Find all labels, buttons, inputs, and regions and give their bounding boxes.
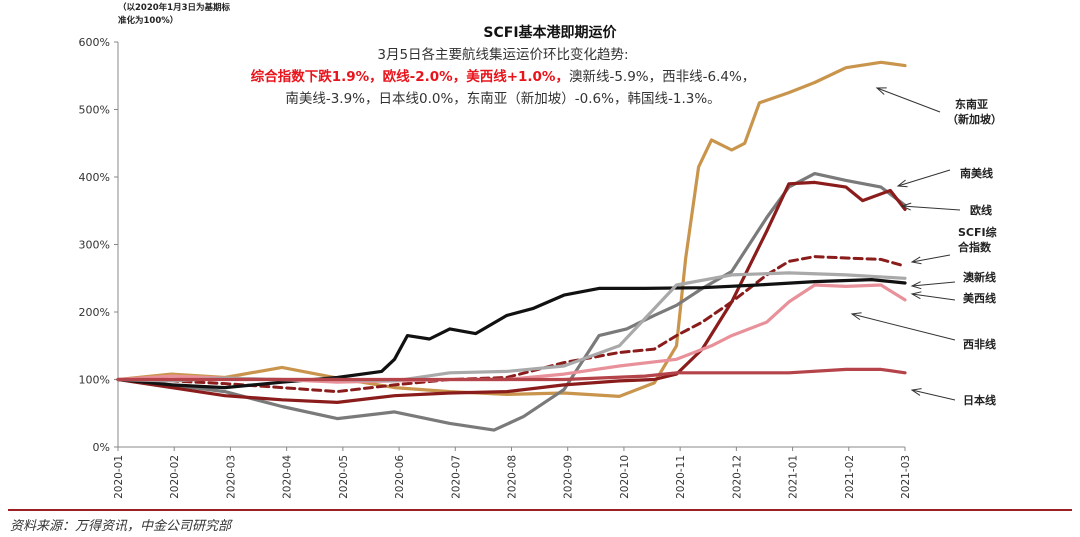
series-label: 西非线 [963, 337, 996, 351]
label-arrowhead [896, 179, 908, 188]
series-line [116, 60, 907, 398]
x-tick-label: 2020-03 [225, 455, 237, 499]
label-arrowhead [850, 312, 862, 321]
x-tick-label: 2020-12 [731, 455, 743, 499]
annotation-highlight: 综合指数下跌1.9%，欧线-2.0%，美西线+1.0%， [250, 69, 569, 85]
annotation-intro: 3月5日各主要航线集运运价环比变化趋势: [377, 47, 629, 63]
series-line [116, 172, 907, 432]
label-arrow [911, 389, 956, 401]
series-line [116, 283, 907, 384]
label-arrow [897, 169, 951, 187]
base-period-note: （以2020年1月3日为基期标准化为100%） [118, 3, 230, 26]
x-tick-label: 2021-02 [844, 455, 856, 499]
x-tick-label: 2020-09 [563, 455, 575, 499]
series-label: SCFI综 [958, 225, 997, 239]
series-label: 澳新线 [963, 270, 996, 284]
series-line [116, 367, 907, 382]
y-tick-label: 300% [79, 239, 110, 252]
x-tick-label: 2021-01 [788, 455, 800, 499]
series-line [116, 255, 907, 394]
series-label: 欧线 [970, 203, 992, 217]
trend-annotation: 3月5日各主要航线集运运价环比变化趋势: 综合指数下跌1.9%，欧线-2.0%，… [248, 44, 758, 110]
label-arrow [876, 87, 941, 113]
label-arrow [911, 293, 956, 301]
y-tick-label: 100% [79, 374, 110, 387]
series-label: 日本线 [963, 393, 996, 407]
label-arrow [911, 281, 956, 287]
label-arrowhead [900, 202, 912, 211]
x-tick-label: 2020-11 [675, 455, 687, 499]
series-line [116, 271, 907, 383]
x-tick-label: 2020-02 [169, 455, 181, 499]
series-label: 美西线 [963, 291, 996, 305]
x-tick-label: 2020-06 [394, 455, 406, 499]
x-tick-label: 2021-03 [900, 455, 912, 499]
x-tick-label: 2020-07 [450, 455, 462, 499]
label-arrow [901, 205, 961, 211]
series-label: 南美线 [960, 166, 993, 180]
y-tick-label: 600% [79, 36, 110, 49]
x-tick-label: 2020-08 [507, 455, 519, 499]
label-arrowhead [910, 281, 922, 290]
series-line [116, 180, 907, 404]
annotation-rest: 澳新线-5.9%，西非线-6.4%，南美线-3.9%，日本线0.0%，东南亚（新… [285, 69, 756, 107]
source-note: 资料来源：万得资讯，中金公司研究部 [10, 519, 232, 534]
line-chart: 0% 100% 200% 300% 400% 500% 600% 2020-01 2020-02… [79, 36, 1002, 499]
label-arrowhead [910, 256, 922, 265]
series-label: 合指数 [958, 240, 992, 254]
source-divider [8, 509, 1072, 511]
y-tick-label: 200% [79, 306, 110, 319]
x-tick-label: 2020-05 [338, 455, 350, 499]
label-arrow [851, 313, 956, 341]
y-tick-label: 0% [93, 441, 110, 454]
label-arrowhead [875, 87, 887, 95]
chart-title: SCFI基本港即期运价 [483, 25, 617, 41]
label-arrow [911, 254, 951, 263]
label-arrowhead [910, 291, 922, 300]
x-tick-label: 2020-01 [113, 455, 125, 499]
series-label: 东南亚 [955, 97, 988, 111]
x-tick-label: 2020-10 [619, 455, 631, 499]
x-tick-label: 2020-04 [282, 455, 294, 499]
label-arrowhead [910, 388, 922, 396]
series-label: （新加坡） [947, 112, 1002, 126]
y-tick-label: 400% [79, 171, 110, 184]
y-tick-label: 500% [79, 104, 110, 117]
